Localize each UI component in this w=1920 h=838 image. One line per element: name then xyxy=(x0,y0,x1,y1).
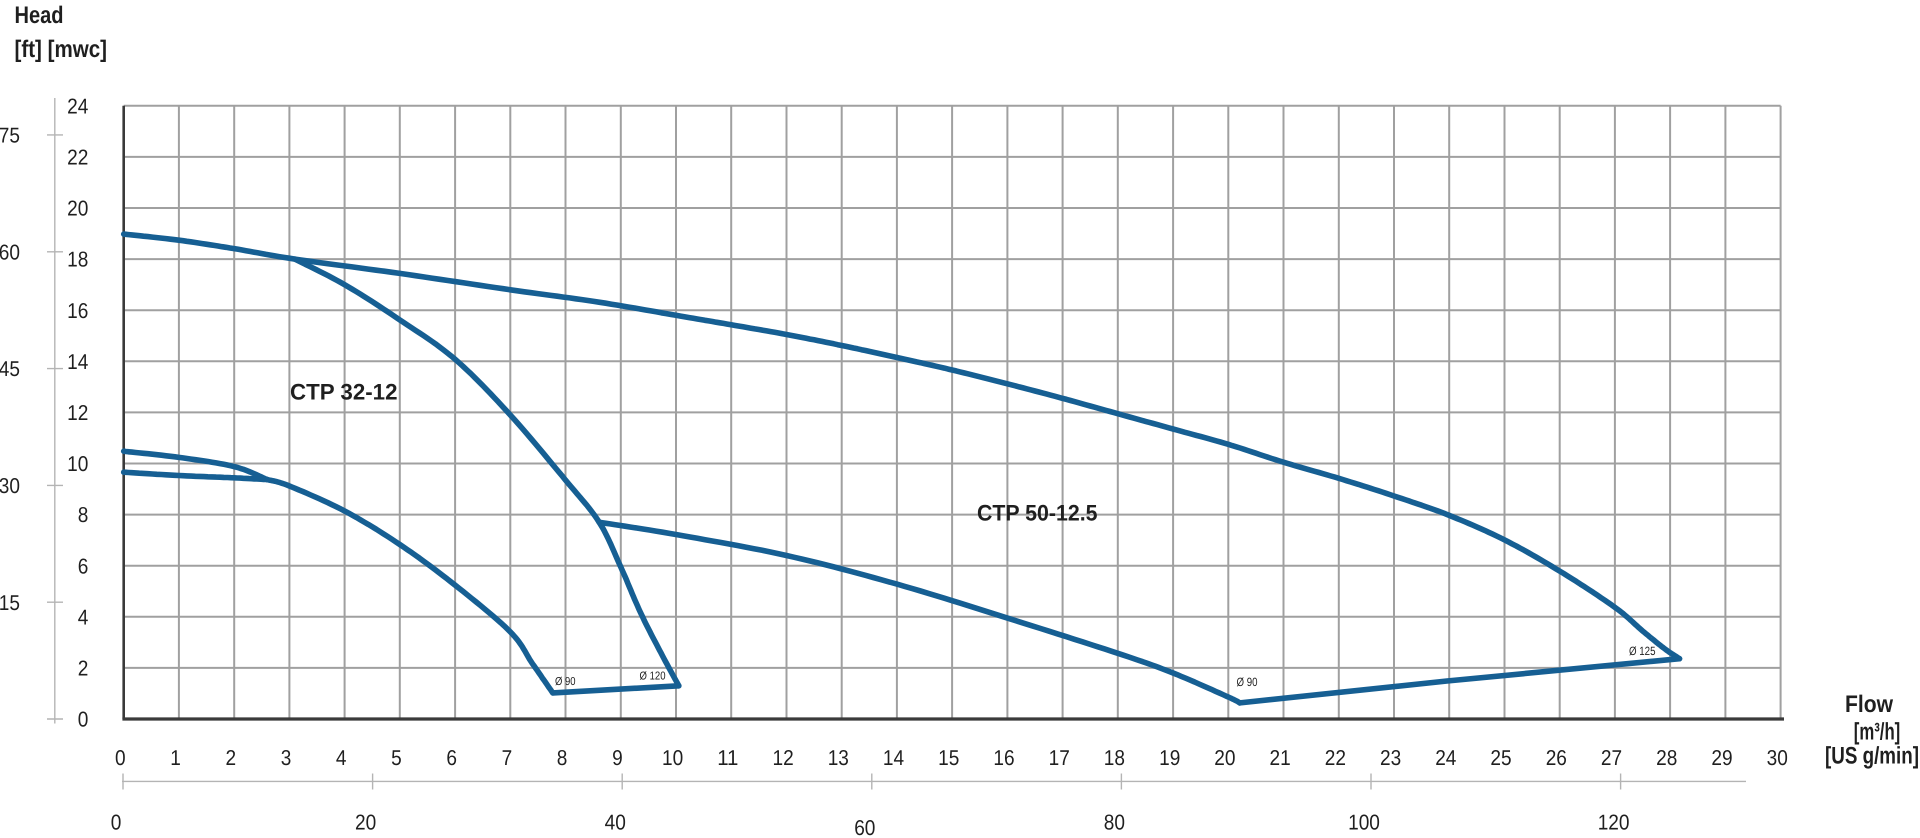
svg-text:120: 120 xyxy=(1598,811,1630,835)
svg-text:14: 14 xyxy=(67,350,88,374)
svg-text:20: 20 xyxy=(67,197,88,221)
svg-text:5: 5 xyxy=(391,746,402,770)
svg-text:16: 16 xyxy=(993,746,1014,770)
svg-text:Ø 125: Ø 125 xyxy=(1629,644,1656,658)
svg-text:[ft] [mwc]: [ft] [mwc] xyxy=(15,36,108,63)
svg-text:17: 17 xyxy=(1049,746,1070,770)
svg-text:75: 75 xyxy=(0,124,20,148)
svg-text:0: 0 xyxy=(111,811,122,835)
svg-text:CTP 32-12: CTP 32-12 xyxy=(290,380,398,405)
svg-text:1: 1 xyxy=(170,746,181,770)
svg-text:8: 8 xyxy=(557,746,568,770)
svg-text:19: 19 xyxy=(1159,746,1180,770)
svg-text:[m³/h]: [m³/h] xyxy=(1854,719,1901,746)
svg-text:4: 4 xyxy=(336,746,347,770)
svg-text:10: 10 xyxy=(662,746,683,770)
svg-text:14: 14 xyxy=(883,746,904,770)
svg-text:6: 6 xyxy=(78,554,89,578)
svg-text:16: 16 xyxy=(67,299,88,323)
svg-text:30: 30 xyxy=(0,474,20,498)
svg-text:12: 12 xyxy=(67,401,88,425)
svg-text:29: 29 xyxy=(1711,746,1732,770)
svg-text:20: 20 xyxy=(1214,746,1235,770)
svg-text:60: 60 xyxy=(0,240,20,264)
svg-text:20: 20 xyxy=(355,811,376,835)
svg-text:11: 11 xyxy=(717,746,738,770)
svg-text:80: 80 xyxy=(1104,811,1125,835)
svg-text:60: 60 xyxy=(854,816,875,838)
svg-text:Ø 90: Ø 90 xyxy=(555,676,576,688)
svg-text:0: 0 xyxy=(115,746,126,770)
svg-text:Ø 120: Ø 120 xyxy=(640,671,666,683)
svg-text:10: 10 xyxy=(67,452,88,476)
svg-text:15: 15 xyxy=(0,591,20,615)
svg-text:30: 30 xyxy=(1767,746,1788,770)
svg-text:2: 2 xyxy=(226,746,237,770)
svg-text:22: 22 xyxy=(67,146,88,170)
svg-text:27: 27 xyxy=(1601,746,1622,770)
svg-text:CTP 50-12.5: CTP 50-12.5 xyxy=(977,501,1098,526)
svg-text:22: 22 xyxy=(1325,746,1346,770)
svg-text:24: 24 xyxy=(67,94,88,118)
svg-text:12: 12 xyxy=(773,746,794,770)
svg-text:8: 8 xyxy=(78,503,89,527)
svg-text:Head: Head xyxy=(15,2,64,29)
svg-text:40: 40 xyxy=(605,811,626,835)
svg-text:45: 45 xyxy=(0,357,20,381)
svg-text:[US g/min]: [US g/min] xyxy=(1825,743,1919,770)
svg-text:13: 13 xyxy=(828,746,849,770)
svg-text:26: 26 xyxy=(1546,746,1567,770)
svg-text:Flow: Flow xyxy=(1845,691,1893,718)
svg-text:4: 4 xyxy=(78,605,89,629)
svg-text:9: 9 xyxy=(612,746,623,770)
svg-text:3: 3 xyxy=(281,746,292,770)
svg-text:25: 25 xyxy=(1490,746,1511,770)
svg-text:28: 28 xyxy=(1656,746,1677,770)
svg-text:0: 0 xyxy=(78,708,89,732)
svg-text:2: 2 xyxy=(78,657,89,681)
svg-text:21: 21 xyxy=(1270,746,1291,770)
svg-text:6: 6 xyxy=(446,746,457,770)
svg-text:Ø 90: Ø 90 xyxy=(1237,675,1258,689)
svg-text:18: 18 xyxy=(67,248,88,272)
svg-text:15: 15 xyxy=(938,746,959,770)
svg-text:23: 23 xyxy=(1380,746,1401,770)
svg-text:24: 24 xyxy=(1435,746,1456,770)
svg-text:100: 100 xyxy=(1348,811,1380,835)
svg-text:7: 7 xyxy=(502,746,513,770)
svg-text:18: 18 xyxy=(1104,746,1125,770)
